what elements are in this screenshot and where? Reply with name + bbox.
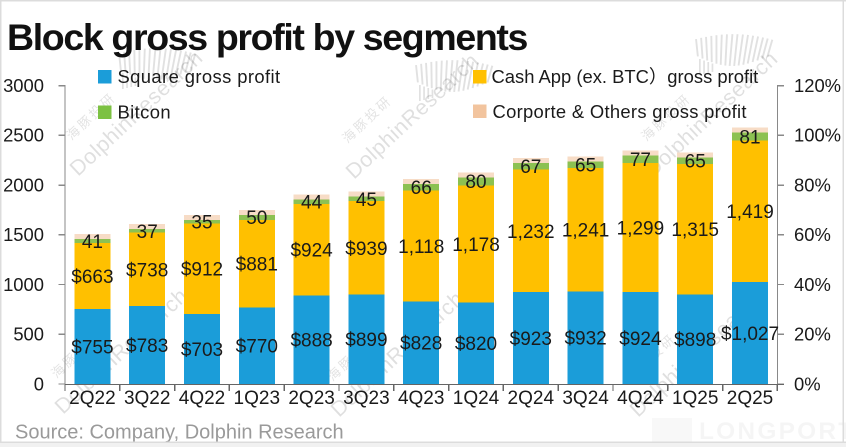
svg-text:LONGPORT: LONGPORT (699, 418, 846, 445)
svg-text:41: 41 (82, 232, 103, 253)
svg-text:2Q22: 2Q22 (69, 388, 115, 409)
svg-text:1,118: 1,118 (398, 237, 444, 258)
svg-text:60%: 60% (794, 224, 831, 245)
svg-text:1Q24: 1Q24 (453, 388, 500, 409)
svg-text:2000: 2000 (3, 175, 44, 196)
svg-text:1Q25: 1Q25 (672, 388, 718, 409)
svg-text:$912: $912 (181, 260, 223, 281)
svg-text:500: 500 (13, 324, 44, 345)
svg-text:65: 65 (685, 152, 706, 173)
svg-text:Block gross profit by segments: Block gross profit by segments (7, 16, 528, 58)
svg-text:$783: $783 (126, 336, 168, 357)
svg-text:81: 81 (739, 128, 760, 149)
svg-text:65: 65 (575, 156, 596, 177)
svg-text:120%: 120% (794, 75, 841, 96)
svg-text:100%: 100% (794, 125, 841, 146)
svg-text:3Q24: 3Q24 (562, 388, 609, 409)
svg-text:$770: $770 (236, 337, 278, 358)
svg-text:1500: 1500 (3, 224, 44, 245)
svg-text:1,299: 1,299 (617, 218, 665, 239)
svg-text:$924: $924 (619, 329, 662, 350)
svg-text:1,178: 1,178 (452, 235, 500, 256)
svg-text:1Q23: 1Q23 (234, 388, 280, 409)
svg-text:1000: 1000 (3, 274, 44, 295)
svg-text:1,241: 1,241 (562, 221, 610, 242)
svg-text:Square gross profit: Square gross profit (118, 66, 281, 87)
svg-text:2Q24: 2Q24 (508, 388, 555, 409)
svg-text:45: 45 (356, 190, 377, 211)
svg-text:$923: $923 (510, 329, 552, 350)
svg-text:4Q22: 4Q22 (179, 388, 225, 409)
svg-text:$888: $888 (290, 331, 332, 352)
svg-text:$899: $899 (345, 330, 387, 351)
svg-text:3Q23: 3Q23 (343, 388, 389, 409)
svg-text:80: 80 (465, 172, 486, 193)
svg-text:80%: 80% (794, 175, 831, 196)
svg-text:2500: 2500 (3, 125, 44, 146)
svg-text:$924: $924 (290, 241, 333, 262)
svg-text:$881: $881 (236, 255, 278, 276)
svg-text:0: 0 (34, 373, 44, 394)
svg-text:$738: $738 (126, 260, 168, 281)
svg-text:Corporte & Others gross profit: Corporte & Others gross profit (493, 101, 747, 122)
svg-text:35: 35 (191, 213, 212, 234)
svg-text:4Q24: 4Q24 (617, 388, 664, 409)
svg-text:77: 77 (630, 150, 651, 171)
svg-text:40%: 40% (794, 274, 831, 295)
svg-text:0%: 0% (794, 373, 821, 394)
svg-text:37: 37 (137, 222, 158, 243)
svg-text:67: 67 (520, 157, 541, 178)
svg-text:1,232: 1,232 (507, 222, 555, 243)
svg-text:66: 66 (411, 178, 432, 199)
svg-text:$663: $663 (71, 267, 113, 288)
svg-text:3000: 3000 (3, 75, 44, 96)
svg-text:Bitcon: Bitcon (118, 102, 172, 123)
svg-text:$939: $939 (345, 239, 387, 260)
svg-text:3Q22: 3Q22 (124, 388, 170, 409)
svg-text:$755: $755 (71, 337, 113, 358)
svg-text:$820: $820 (455, 334, 497, 355)
svg-text:2Q23: 2Q23 (288, 388, 334, 409)
svg-text:$703: $703 (181, 340, 223, 361)
svg-text:$828: $828 (400, 334, 442, 355)
svg-text:20%: 20% (794, 324, 831, 345)
svg-text:Source: Company, Dolphin Resea: Source: Company, Dolphin Research (15, 422, 344, 444)
svg-text:$898: $898 (674, 330, 716, 351)
svg-text:4Q23: 4Q23 (398, 388, 444, 409)
svg-text:44: 44 (301, 193, 323, 214)
svg-text:1,419: 1,419 (726, 202, 774, 223)
svg-text:Cash App (ex. BTC）gross profit: Cash App (ex. BTC）gross profit (492, 66, 759, 87)
svg-text:50: 50 (246, 208, 267, 229)
svg-text:2Q25: 2Q25 (727, 388, 773, 409)
svg-text:1,315: 1,315 (671, 220, 719, 241)
svg-text:$932: $932 (564, 329, 606, 350)
svg-text:$1,027: $1,027 (721, 324, 779, 345)
